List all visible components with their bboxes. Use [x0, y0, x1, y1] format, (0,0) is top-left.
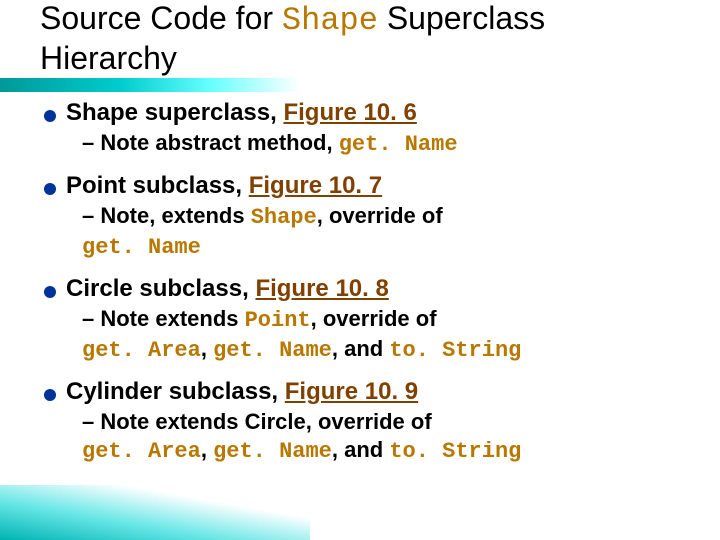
sub-text: , override of — [311, 306, 437, 331]
bullet-heading: Point subclass, Figure 10. 7 — [44, 172, 690, 200]
sub-text: – Note, extends — [82, 203, 251, 228]
figure-link[interactable]: Figure 10. 9 — [285, 378, 418, 405]
sub-text: , override of — [317, 203, 443, 228]
sub-text: , — [201, 437, 213, 462]
code-token: to. String — [389, 338, 521, 363]
code-token: get. Area — [82, 439, 201, 464]
code-token: get. Name — [82, 235, 201, 260]
heading-text-wrap: Circle subclass, Figure 10. 8 — [66, 275, 389, 303]
slide-title: Source Code for Shape Superclass Hierarc… — [30, 0, 690, 77]
figure-link[interactable]: Figure 10. 6 — [283, 99, 416, 126]
sub-text: – Note extends — [82, 306, 245, 331]
corner-gradient — [0, 485, 310, 540]
content-list: Shape superclass, Figure 10. 6– Note abs… — [30, 77, 690, 466]
heading-text: Shape superclass, — [66, 99, 283, 126]
code-token: get. Name — [213, 439, 332, 464]
code-token: get. Name — [339, 132, 458, 157]
heading-text: Circle subclass, — [66, 275, 255, 302]
bullet-heading: Cylinder subclass, Figure 10. 9 — [44, 378, 690, 406]
list-item: Circle subclass, Figure 10. 8– Note exte… — [44, 275, 690, 364]
sub-text: , — [201, 336, 213, 361]
sub-note: – Note, extends Shape, override of get. … — [44, 202, 690, 261]
bullet-heading: Circle subclass, Figure 10. 8 — [44, 275, 690, 303]
sub-text: – Note abstract method, — [82, 130, 339, 155]
title-code: Shape — [282, 2, 378, 39]
code-token: Point — [245, 308, 311, 333]
heading-text-wrap: Shape superclass, Figure 10. 6 — [66, 99, 417, 127]
bullet-icon — [44, 389, 56, 401]
list-item: Shape superclass, Figure 10. 6– Note abs… — [44, 99, 690, 159]
sub-text: , and — [332, 437, 389, 462]
sub-text: , and — [332, 336, 389, 361]
bullet-icon — [44, 183, 56, 195]
heading-text: Point subclass, — [66, 172, 249, 199]
bullet-icon — [44, 110, 56, 122]
code-token: to. String — [389, 439, 521, 464]
code-token: get. Area — [82, 338, 201, 363]
sub-note: – Note extends Circle, override of get. … — [44, 408, 690, 465]
heading-text: Cylinder subclass, — [66, 378, 285, 405]
sub-text: – Note extends Circle, override of — [82, 409, 432, 434]
title-pre: Source Code for — [40, 0, 282, 36]
bullet-heading: Shape superclass, Figure 10. 6 — [44, 99, 690, 127]
sub-note: – Note extends Point, override of get. A… — [44, 305, 690, 364]
code-token: Shape — [251, 205, 317, 230]
heading-text-wrap: Cylinder subclass, Figure 10. 9 — [66, 378, 418, 406]
figure-link[interactable]: Figure 10. 7 — [249, 172, 382, 199]
heading-text-wrap: Point subclass, Figure 10. 7 — [66, 172, 382, 200]
figure-link[interactable]: Figure 10. 8 — [255, 275, 388, 302]
list-item: Cylinder subclass, Figure 10. 9– Note ex… — [44, 378, 690, 465]
list-item: Point subclass, Figure 10. 7– Note, exte… — [44, 172, 690, 261]
sub-note: – Note abstract method, get. Name — [44, 129, 690, 159]
slide: Source Code for Shape Superclass Hierarc… — [0, 0, 720, 465]
code-token: get. Name — [213, 338, 332, 363]
bullet-icon — [44, 286, 56, 298]
